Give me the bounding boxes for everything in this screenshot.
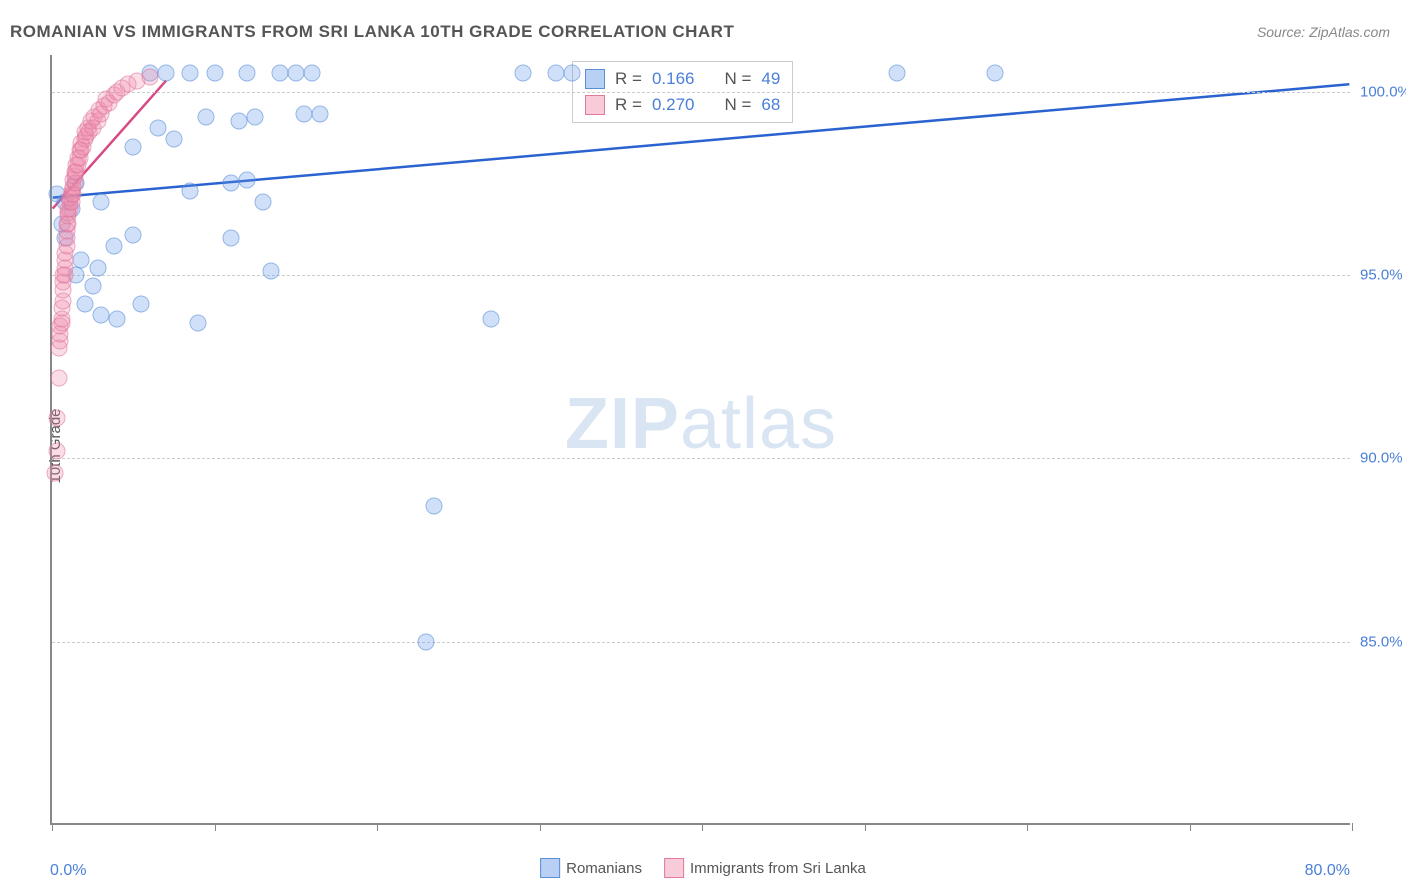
r-label: R =	[615, 69, 642, 89]
x-tick	[702, 823, 703, 831]
legend-label: Romanians	[566, 860, 642, 877]
data-point	[73, 252, 90, 269]
x-tick	[540, 823, 541, 831]
legend-swatch	[585, 95, 605, 115]
legend-label: Immigrants from Sri Lanka	[690, 860, 866, 877]
x-tick	[377, 823, 378, 831]
data-point	[304, 65, 321, 82]
legend-swatch	[585, 69, 605, 89]
data-point	[133, 296, 150, 313]
x-tick	[215, 823, 216, 831]
legend-swatch	[540, 858, 560, 878]
data-point	[287, 65, 304, 82]
y-tick-label: 95.0%	[1360, 267, 1403, 284]
chart-title: ROMANIAN VS IMMIGRANTS FROM SRI LANKA 10…	[10, 22, 734, 42]
data-point	[48, 410, 65, 427]
data-point	[125, 226, 142, 243]
data-point	[48, 443, 65, 460]
x-axis-start-label: 0.0%	[50, 862, 86, 880]
correlation-row: R = 0.270 N = 68	[585, 92, 780, 118]
data-point	[89, 259, 106, 276]
data-point	[92, 193, 109, 210]
data-point	[239, 171, 256, 188]
r-value: 0.166	[652, 69, 695, 89]
y-tick-label: 85.0%	[1360, 633, 1403, 650]
data-point	[84, 278, 101, 295]
data-point	[239, 65, 256, 82]
data-point	[564, 65, 581, 82]
watermark: ZIPatlas	[565, 383, 837, 465]
data-point	[547, 65, 564, 82]
data-point	[190, 314, 207, 331]
data-point	[255, 193, 272, 210]
data-point	[182, 182, 199, 199]
data-point	[312, 105, 329, 122]
data-point	[889, 65, 906, 82]
x-axis-end-label: 80.0%	[1305, 862, 1350, 880]
data-point	[141, 69, 158, 86]
legend-item: Immigrants from Sri Lanka	[664, 858, 866, 878]
data-point	[247, 109, 264, 126]
legend-swatch	[664, 858, 684, 878]
n-label: N =	[724, 69, 751, 89]
data-point	[92, 307, 109, 324]
data-point	[271, 65, 288, 82]
n-value: 68	[761, 95, 780, 115]
data-point	[295, 105, 312, 122]
gridline	[52, 275, 1350, 276]
data-point	[165, 131, 182, 148]
data-point	[182, 65, 199, 82]
y-tick-label: 90.0%	[1360, 450, 1403, 467]
x-tick	[865, 823, 866, 831]
data-point	[230, 113, 247, 130]
data-point	[198, 109, 215, 126]
n-value: 49	[761, 69, 780, 89]
data-point	[482, 311, 499, 328]
data-point	[222, 230, 239, 247]
data-point	[109, 311, 126, 328]
data-point	[76, 296, 93, 313]
bottom-legend: Romanians Immigrants from Sri Lanka	[540, 858, 866, 878]
correlation-row: R = 0.166 N = 49	[585, 66, 780, 92]
data-point	[222, 175, 239, 192]
data-point	[263, 263, 280, 280]
data-point	[206, 65, 223, 82]
gridline	[52, 458, 1350, 459]
gridline	[52, 642, 1350, 643]
data-point	[157, 65, 174, 82]
legend-item: Romanians	[540, 858, 642, 878]
data-point	[986, 65, 1003, 82]
n-label: N =	[724, 95, 751, 115]
x-tick	[1190, 823, 1191, 831]
data-point	[425, 498, 442, 515]
data-point	[515, 65, 532, 82]
scatter-plot: ZIPatlas R =0.166N =49R =0.270N =68 100.…	[50, 55, 1350, 825]
data-point	[125, 138, 142, 155]
data-point	[47, 465, 64, 482]
data-point	[105, 237, 122, 254]
data-point	[50, 369, 67, 386]
r-value: 0.270	[652, 95, 695, 115]
source-label: Source: ZipAtlas.com	[1257, 24, 1390, 40]
x-tick	[1027, 823, 1028, 831]
x-tick	[52, 823, 53, 831]
y-tick-label: 100.0%	[1360, 83, 1406, 100]
x-tick	[1352, 823, 1353, 831]
data-point	[149, 120, 166, 137]
data-point	[417, 633, 434, 650]
r-label: R =	[615, 95, 642, 115]
gridline	[52, 92, 1350, 93]
